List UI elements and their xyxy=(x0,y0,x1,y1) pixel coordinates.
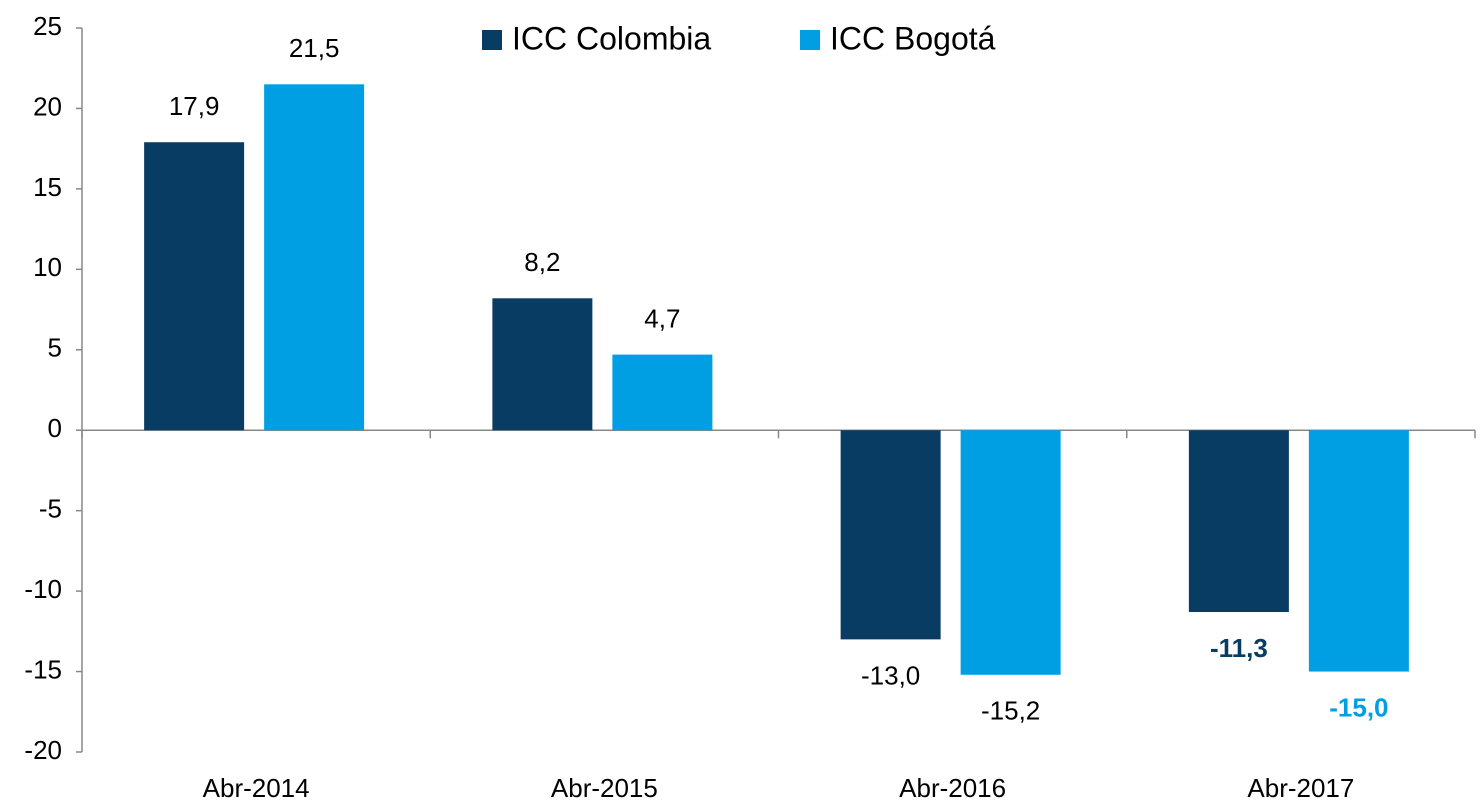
bar xyxy=(840,430,941,640)
value-label: 8,2 xyxy=(524,247,560,277)
value-label: 4,7 xyxy=(644,303,680,333)
legend-label: ICC Colombia xyxy=(512,20,711,56)
legend-label: ICC Bogotá xyxy=(830,20,996,56)
y-tick-label: 5 xyxy=(48,333,62,363)
y-tick-label: 0 xyxy=(48,413,62,443)
y-tick-label: 25 xyxy=(33,11,62,41)
legend-swatch xyxy=(482,30,502,50)
value-label: -15,0 xyxy=(1329,692,1388,722)
x-tick-label: Abr-2014 xyxy=(203,773,310,803)
value-label: 21,5 xyxy=(289,33,340,63)
y-tick-label: -5 xyxy=(39,494,62,524)
bar xyxy=(264,84,365,431)
x-tick-label: Abr-2016 xyxy=(899,773,1006,803)
y-tick-label: 20 xyxy=(33,91,62,121)
bar xyxy=(1308,430,1409,672)
y-tick-label: 15 xyxy=(33,172,62,202)
bar xyxy=(960,430,1061,675)
value-label: -13,0 xyxy=(861,660,920,690)
bar xyxy=(492,298,593,431)
value-label: 17,9 xyxy=(169,91,220,121)
y-tick-label: -20 xyxy=(24,735,62,765)
legend-swatch xyxy=(800,30,820,50)
y-tick-label: -15 xyxy=(24,654,62,684)
y-tick-label: -10 xyxy=(24,574,62,604)
bar xyxy=(612,354,713,431)
y-tick-label: 10 xyxy=(33,252,62,282)
x-tick-label: Abr-2017 xyxy=(1247,773,1354,803)
bar xyxy=(144,142,245,431)
value-label: -11,3 xyxy=(1210,633,1268,663)
bar xyxy=(1188,430,1289,613)
x-tick-label: Abr-2015 xyxy=(551,773,658,803)
value-label: -15,2 xyxy=(981,696,1040,726)
